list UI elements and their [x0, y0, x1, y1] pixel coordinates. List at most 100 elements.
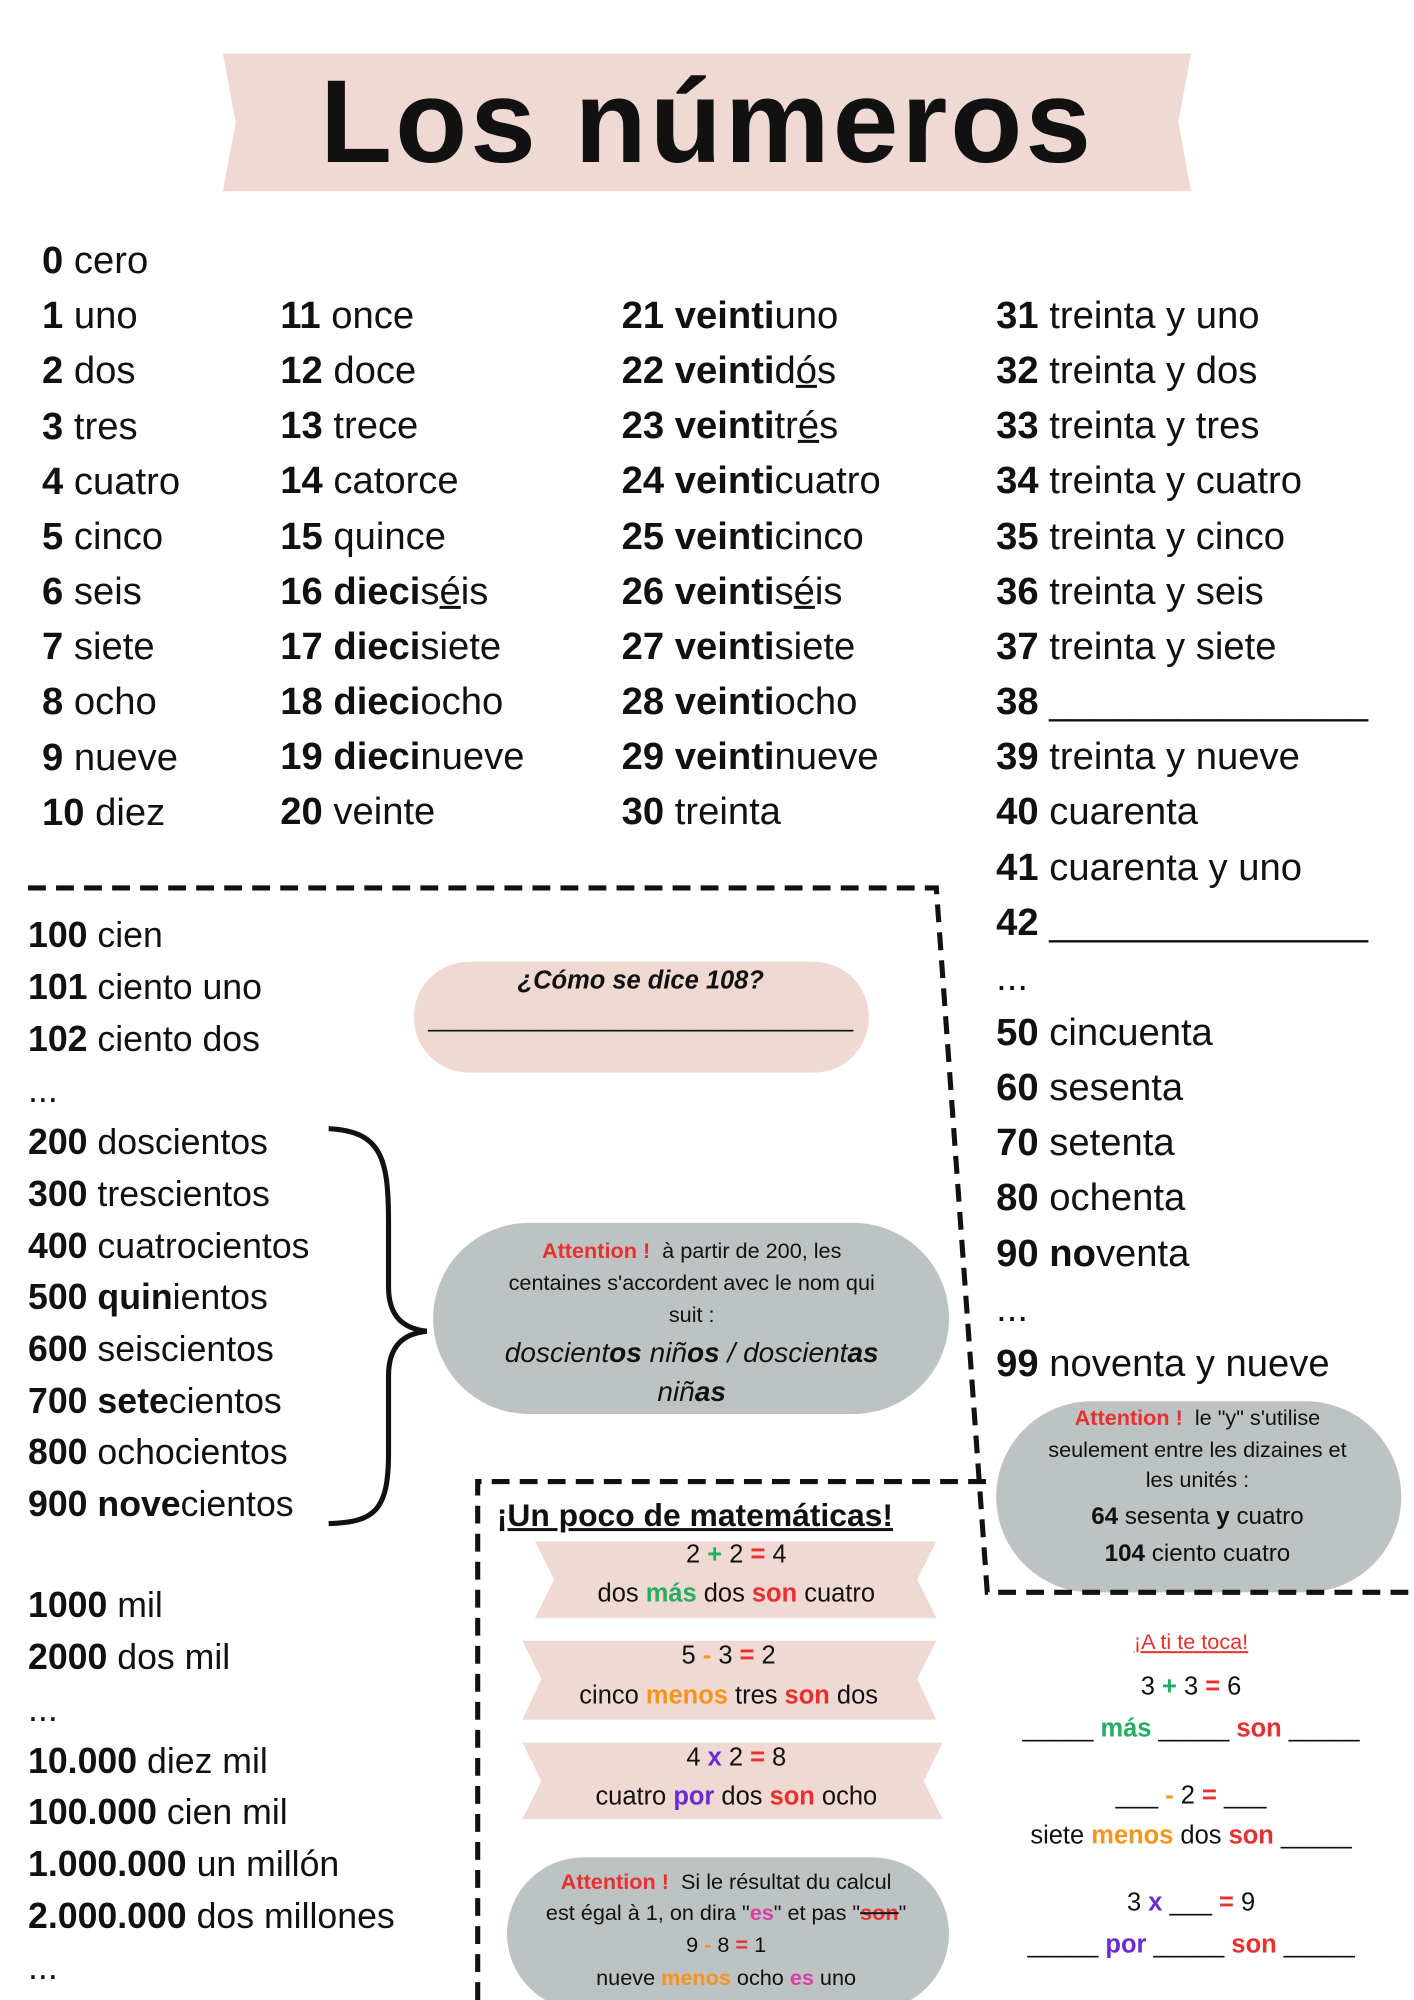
text-segment: treinta y cuatro: [1038, 459, 1302, 503]
text-line: 1.000.000 un millón: [28, 1844, 340, 1885]
text-segment: más: [1100, 1713, 1152, 1742]
text-segment: 100.000: [28, 1792, 157, 1833]
text-segment: ...: [28, 1070, 58, 1111]
text-segment: _____: [1151, 1713, 1237, 1742]
text-segment: 2: [722, 1540, 751, 1569]
text-segment: cincuenta: [1038, 1010, 1213, 1054]
text-segment: doscient: [504, 1336, 610, 1368]
text-line: 6 seis: [42, 572, 142, 611]
text-segment: 900 nove: [28, 1484, 181, 1525]
text-segment: 300: [28, 1174, 88, 1215]
text-line: 5 - 3 = 2: [682, 1643, 776, 1668]
text-segment: cinco: [774, 514, 864, 558]
text-segment: ...: [996, 1286, 1028, 1330]
text-segment: cientos: [168, 1380, 282, 1421]
text-line: 100.000 cien mil: [28, 1795, 288, 1831]
text-line: 2.000.000 dos millones: [28, 1898, 395, 1935]
text-segment: Si le résultat du calcul: [668, 1868, 892, 1894]
text-segment: is: [814, 569, 843, 613]
ribbon: [522, 1640, 937, 1720]
text-segment: treinta y uno: [1038, 293, 1260, 337]
text-segment: 1: [42, 294, 64, 338]
text-line: 1 uno: [42, 297, 138, 335]
text-line: 104 ciento cuatro: [1105, 1541, 1291, 1566]
text-line: 14 catorce: [280, 462, 458, 500]
text-segment: -: [704, 1932, 712, 1958]
text-line: _____ más _____ son _____: [1023, 1713, 1360, 1742]
text-segment: 4: [42, 459, 64, 503]
text-line: 10.000 diez mil: [28, 1743, 268, 1780]
text-segment: é: [439, 569, 461, 613]
text-line: 27 veintisiete: [622, 627, 856, 666]
text-segment: menos: [661, 1965, 731, 1991]
text-line: ¿Cómo se dice 108?: [518, 967, 764, 993]
note-bubble: [996, 1401, 1402, 1593]
note-bubble: [507, 1857, 950, 2000]
text-line: 16 dieciséis: [280, 569, 488, 613]
text-segment: catorce: [322, 459, 459, 503]
text-line: centaines s'accordent avec le nom qui: [509, 1272, 875, 1294]
text-line: 34 treinta y cuatro: [996, 462, 1302, 500]
text-segment: uno: [774, 293, 839, 337]
text-segment: son: [1228, 1820, 1274, 1849]
text-segment: s: [817, 348, 837, 392]
text-segment: 20: [280, 790, 323, 834]
text-line: 37 treinta y siete: [996, 627, 1276, 666]
text-line: 10 diez: [42, 793, 165, 832]
ribbon: [522, 1742, 943, 1820]
text-segment: 2: [721, 1743, 751, 1772]
text-segment: s: [774, 569, 794, 613]
text-line: 26 veintiséis: [622, 569, 843, 613]
text-segment: 34: [996, 459, 1039, 503]
text-segment: sesenta: [1118, 1503, 1217, 1531]
text-segment: 2: [1173, 1781, 1203, 1810]
text-segment: nueve: [63, 735, 178, 779]
text-segment: 33: [996, 404, 1039, 448]
text-line: 21 veintiuno: [621, 293, 839, 337]
text-line: ¡Un poco de matemáticas!: [497, 1499, 893, 1532]
text-segment: once: [320, 293, 415, 337]
dashed-box: [475, 1478, 988, 2000]
text-segment: ...: [996, 955, 1028, 999]
text-line: 3 + 3 = 6: [1141, 1671, 1242, 1700]
text-segment: dos: [1173, 1820, 1229, 1849]
text-line: _____ por _____ son _____: [1028, 1932, 1355, 1957]
text-line: 42 _______________: [996, 900, 1368, 944]
text-line: 30 treinta: [622, 793, 781, 831]
text-segment: =: [1205, 1671, 1221, 1700]
brace: [328, 1126, 428, 1527]
text-segment: 23 veinti: [621, 404, 775, 448]
text-segment: 90 no: [996, 1231, 1096, 1275]
text-segment: 21 veinti: [621, 293, 775, 337]
text-segment: 13: [280, 404, 323, 448]
text-segment: le "y" s'utilise: [1182, 1404, 1321, 1430]
text-segment: =: [1202, 1781, 1217, 1810]
text-segment: ocho: [420, 679, 504, 723]
text-line: 4 cuatro: [42, 459, 180, 503]
text-segment: Attention !: [541, 1238, 651, 1264]
text-segment: son: [769, 1782, 815, 1811]
text-segment: un millón: [186, 1844, 340, 1885]
text-line: cinco menos tres son dos: [579, 1682, 878, 1708]
text-segment: é: [797, 404, 820, 448]
text-segment: _____: [1273, 1820, 1352, 1849]
text-segment: cuatro: [797, 1578, 876, 1607]
text-line: 22 veintidós: [622, 348, 837, 392]
text-line: 12 doce: [280, 351, 416, 390]
text-line: niñas: [657, 1378, 726, 1406]
text-line: 900 novecientos: [28, 1487, 294, 1523]
text-line: doscientos niños / doscientas: [504, 1336, 879, 1368]
text-line: 39 treinta y nueve: [996, 737, 1300, 776]
text-segment: cuarenta: [1038, 790, 1198, 834]
text-segment: _______________: [1038, 900, 1368, 944]
text-segment: nueve: [774, 735, 879, 779]
text-segment: d: [774, 348, 796, 392]
text-line: 32 treinta y dos: [996, 351, 1257, 390]
text-line: 29 veintinueve: [622, 735, 879, 779]
text-segment: uno: [813, 1965, 857, 1991]
text-segment: / doscient: [719, 1336, 848, 1368]
text-segment: setenta: [1038, 1121, 1175, 1165]
text-line: 1000 mil: [28, 1588, 163, 1625]
text-line: ...: [28, 1070, 58, 1111]
text-segment: son: [1231, 1930, 1277, 1959]
